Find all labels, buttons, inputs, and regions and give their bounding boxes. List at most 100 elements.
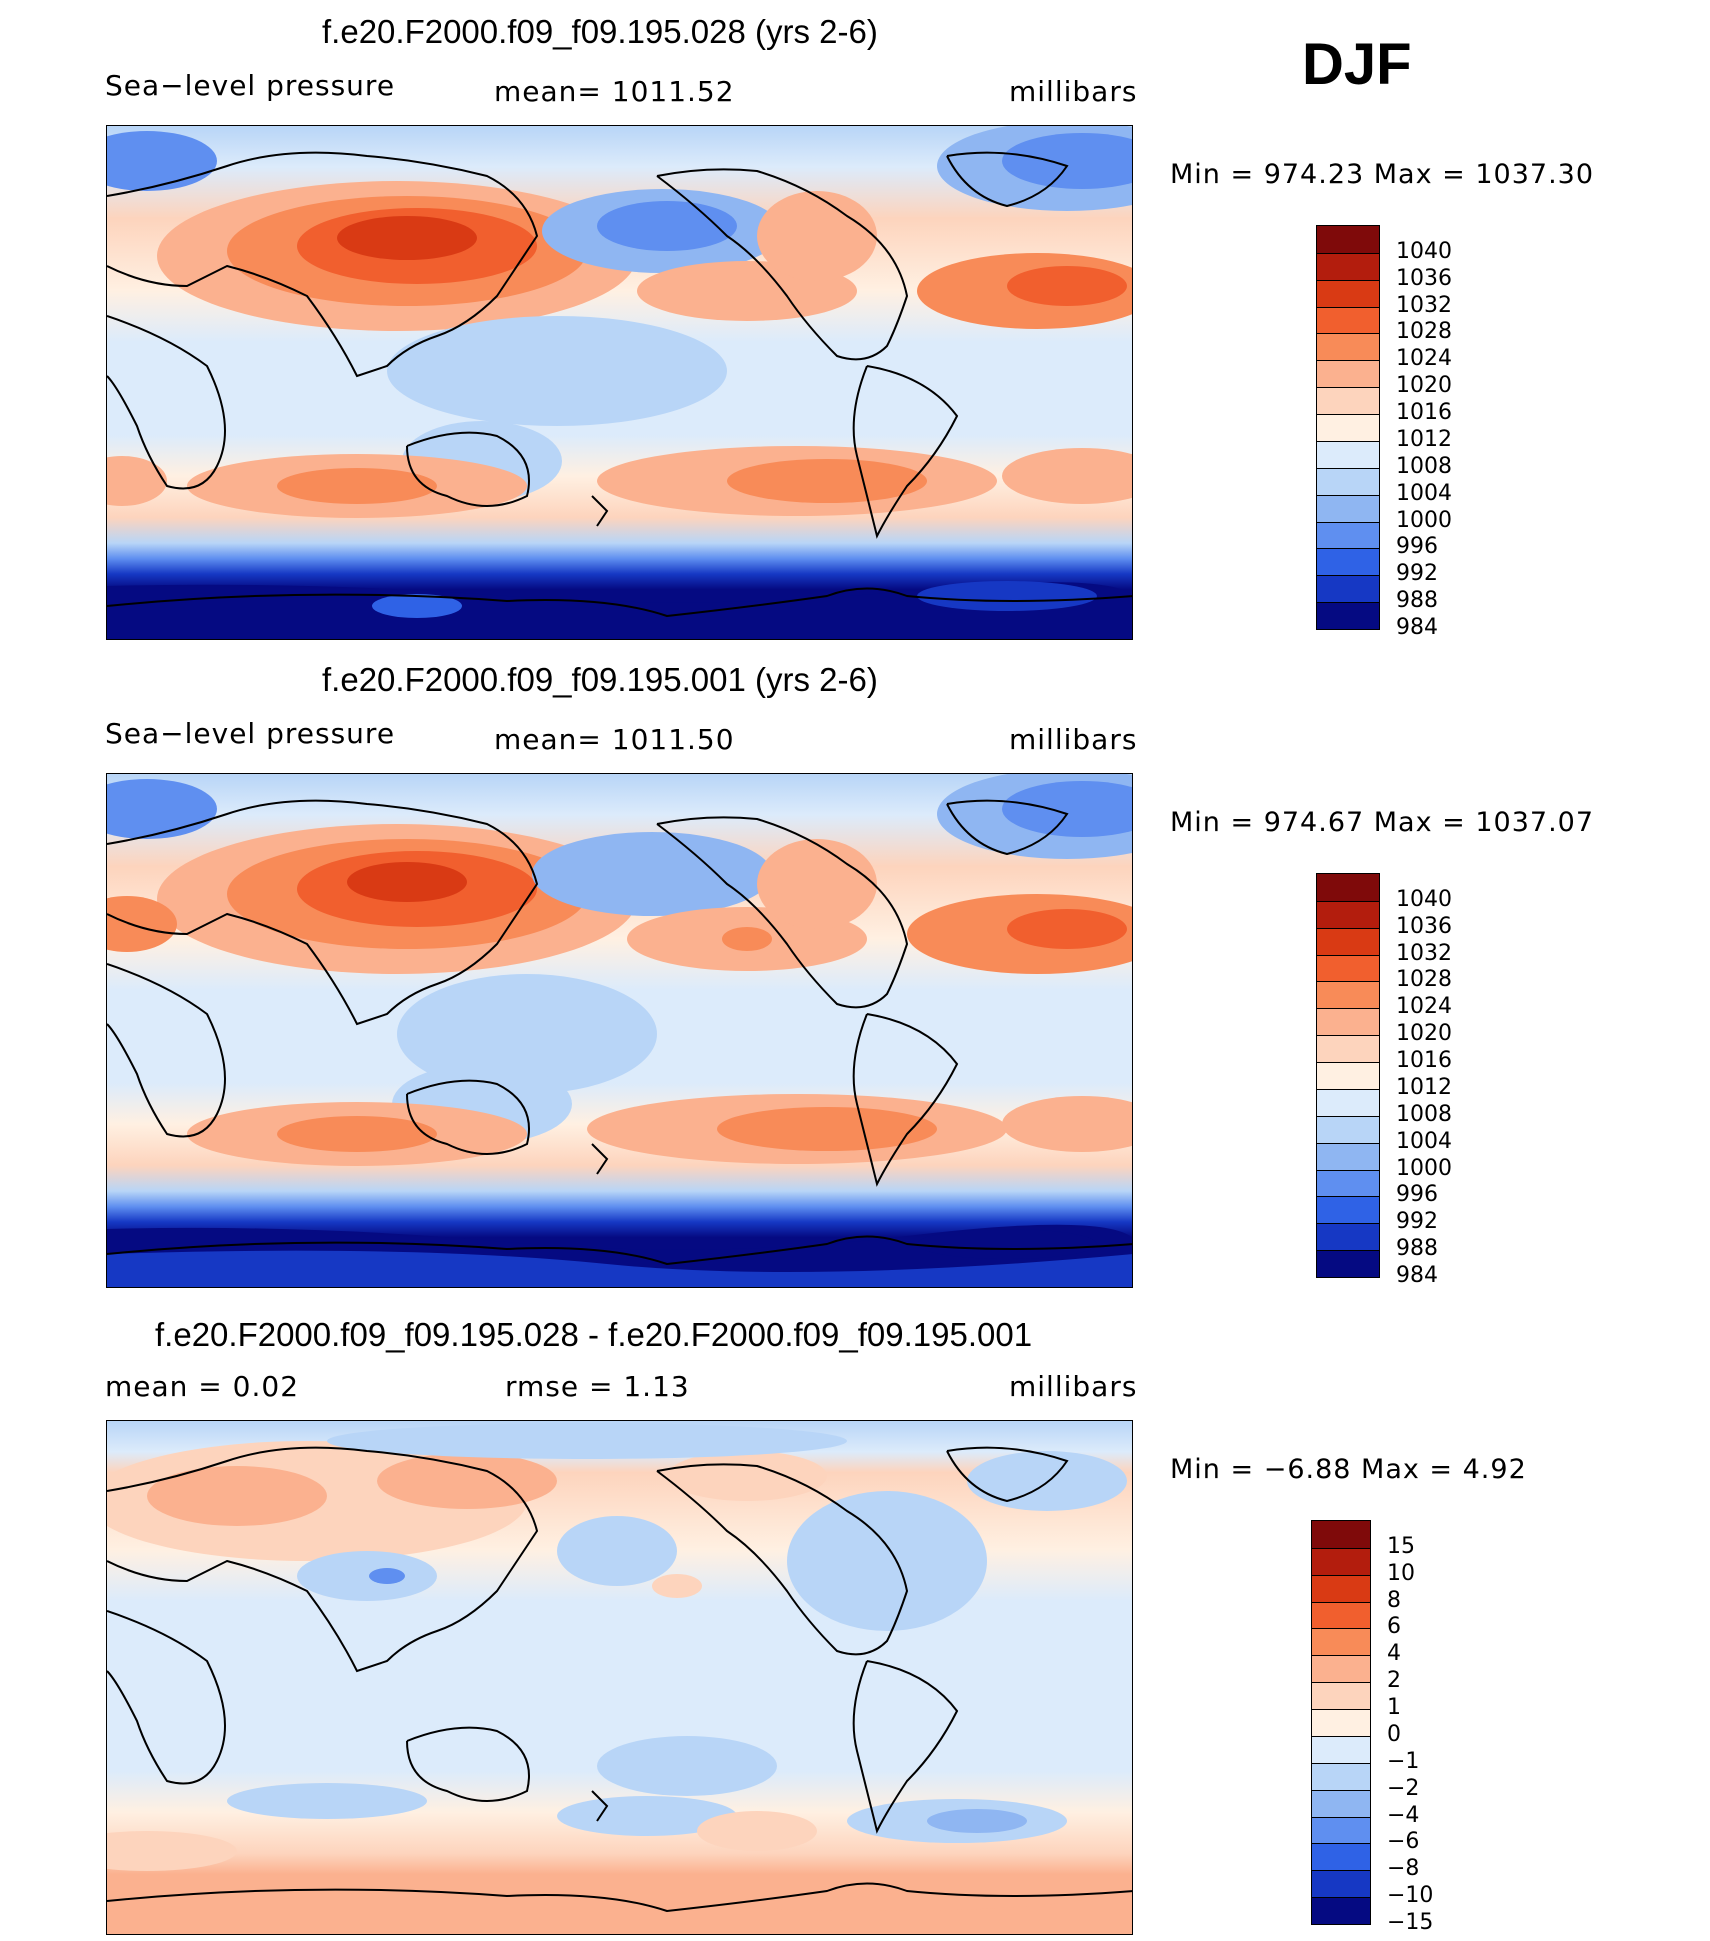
panel-3-title: f.e20.F2000.f09_f09.195.028 - f.e20.F200… [155, 1316, 1033, 1353]
colorbar-level-label: 1040 [1396, 238, 1452, 264]
colorbar-swatch [1312, 1521, 1370, 1548]
colorbar-level-label: 1000 [1396, 507, 1452, 533]
panel-2-legend: 1040 1036 1032 1028 1024 1020 1016 1012 1008 1004… [1316, 873, 1596, 1287]
panel-1-min-max: Min = 974.23 Max = 1037.30 [1170, 159, 1595, 190]
panel-1-coastlines [107, 151, 1132, 618]
panel-2-variable-label: Sea−level pressure [105, 717, 396, 750]
colorbar-swatch [1317, 1250, 1379, 1277]
colorbar-swatch [1317, 981, 1379, 1009]
panel-3-legend: 15 10 8 6 4 2 1 0 −1 −2 −4 −6 −8 −10 −15 [1311, 1520, 1591, 1934]
panel-3-rmse-label: rmse = 1.13 [505, 1370, 690, 1403]
colorbar-swatch [1317, 575, 1379, 603]
colorbar-swatch [1317, 927, 1379, 955]
colorbar-swatch [1312, 1735, 1370, 1763]
colorbar-level-label: 1028 [1396, 967, 1452, 993]
colorbar-level-label: −15 [1387, 1910, 1434, 1935]
colorbar-level-label: 1040 [1396, 886, 1452, 912]
colorbar-level-label: −6 [1387, 1829, 1420, 1855]
colorbar-level-label: 1028 [1396, 319, 1452, 345]
colorbar-level-label: 996 [1396, 1182, 1438, 1208]
colorbar-level-label: 4 [1387, 1641, 1401, 1667]
colorbar-swatch [1317, 548, 1379, 576]
colorbar-swatch [1317, 360, 1379, 388]
colorbar-swatch [1317, 954, 1379, 982]
colorbar-swatch [1317, 333, 1379, 361]
colorbar-swatch [1317, 1196, 1379, 1224]
panel-2-units-label: millibars [1009, 723, 1138, 756]
season-label: DJF [1302, 32, 1412, 97]
panel-1-variable-label: Sea−level pressure [105, 69, 396, 102]
colorbar-swatch [1317, 602, 1379, 629]
panel-2-title: f.e20.F2000.f09_f09.195.001 (yrs 2-6) [322, 661, 878, 698]
colorbar-level-label: 1016 [1396, 1048, 1452, 1074]
colorbar-swatch [1317, 387, 1379, 415]
panel-1-mean-label: mean= 1011.52 [494, 75, 735, 108]
panel-3-min-max: Min = −6.88 Max = 4.92 [1170, 1454, 1527, 1485]
colorbar-level-label: 1036 [1396, 265, 1452, 291]
colorbar-swatch [1317, 1223, 1379, 1251]
colorbar-level-label: 15 [1387, 1533, 1415, 1559]
colorbar-swatch [1317, 874, 1379, 901]
panel-2-min-max: Min = 974.67 Max = 1037.07 [1170, 807, 1595, 838]
colorbar-level-label: 988 [1396, 588, 1438, 614]
colorbar-level-label: 6 [1387, 1614, 1401, 1640]
colorbar-swatch [1317, 1062, 1379, 1089]
colorbar-swatch [1312, 1655, 1370, 1683]
colorbar-level-label: 1 [1387, 1695, 1401, 1721]
colorbar-level-label: −10 [1387, 1883, 1434, 1909]
colorbar-swatch [1317, 1088, 1379, 1116]
colorbar-swatch [1317, 1142, 1379, 1170]
colorbar-level-label: 1036 [1396, 913, 1452, 939]
colorbar-swatch [1312, 1682, 1370, 1710]
colorbar-swatch [1317, 252, 1379, 280]
panel-3-units-label: millibars [1009, 1370, 1138, 1403]
colorbar-level-label: −2 [1387, 1775, 1420, 1801]
colorbar-level-label: 1000 [1396, 1155, 1452, 1181]
colorbar-level-label: 992 [1396, 1209, 1438, 1235]
panel-3-contour-field [107, 1421, 1132, 1934]
colorbar-swatch [1312, 1762, 1370, 1790]
colorbar-level-label: 1012 [1396, 1074, 1452, 1100]
colorbar-swatch [1312, 1601, 1370, 1629]
colorbar-swatch [1312, 1843, 1370, 1871]
colorbar-swatch [1317, 1115, 1379, 1143]
colorbar-level-label: 1008 [1396, 453, 1452, 479]
colorbar-level-label: 1032 [1396, 940, 1452, 966]
colorbar-swatch [1317, 1035, 1379, 1063]
panel-1-colorbar [1316, 225, 1380, 630]
panel-2-contour-field [107, 774, 1132, 1287]
colorbar-swatch [1312, 1870, 1370, 1898]
colorbar-swatch [1317, 494, 1379, 522]
panel-1-map [106, 125, 1133, 640]
colorbar-level-label: 1020 [1396, 1021, 1452, 1047]
colorbar-level-label: 984 [1396, 615, 1438, 640]
colorbar-swatch [1312, 1574, 1370, 1602]
panel-1-title: f.e20.F2000.f09_f09.195.028 (yrs 2-6) [322, 13, 878, 50]
colorbar-swatch [1312, 1628, 1370, 1656]
colorbar-level-label: 1012 [1396, 426, 1452, 452]
colorbar-level-label: 1024 [1396, 994, 1452, 1020]
colorbar-level-label: 1004 [1396, 1128, 1452, 1154]
colorbar-swatch [1317, 1008, 1379, 1036]
colorbar-level-label: 0 [1387, 1721, 1401, 1747]
colorbar-swatch [1317, 467, 1379, 495]
colorbar-level-label: 1004 [1396, 480, 1452, 506]
panel-1-legend: 1040 1036 1032 1028 1024 1020 1016 1012 1008 1004… [1316, 225, 1596, 639]
colorbar-swatch [1312, 1897, 1370, 1924]
panel-3-mean-label: mean = 0.02 [105, 1370, 300, 1403]
colorbar-swatch [1317, 414, 1379, 441]
colorbar-swatch [1317, 900, 1379, 928]
colorbar-swatch [1312, 1709, 1370, 1736]
colorbar-level-label: 984 [1396, 1263, 1438, 1288]
colorbar-level-label: 1024 [1396, 346, 1452, 372]
colorbar-swatch [1317, 1169, 1379, 1197]
panel-3-map [106, 1420, 1133, 1935]
panel-1-units-label: millibars [1009, 75, 1138, 108]
colorbar-level-label: 988 [1396, 1236, 1438, 1262]
panel-1-contour-field [107, 126, 1132, 639]
panel-2-coastlines [107, 799, 1132, 1266]
colorbar-level-label: 992 [1396, 561, 1438, 587]
colorbar-swatch [1317, 440, 1379, 468]
colorbar-level-label: 1032 [1396, 292, 1452, 318]
colorbar-level-label: 2 [1387, 1668, 1401, 1694]
